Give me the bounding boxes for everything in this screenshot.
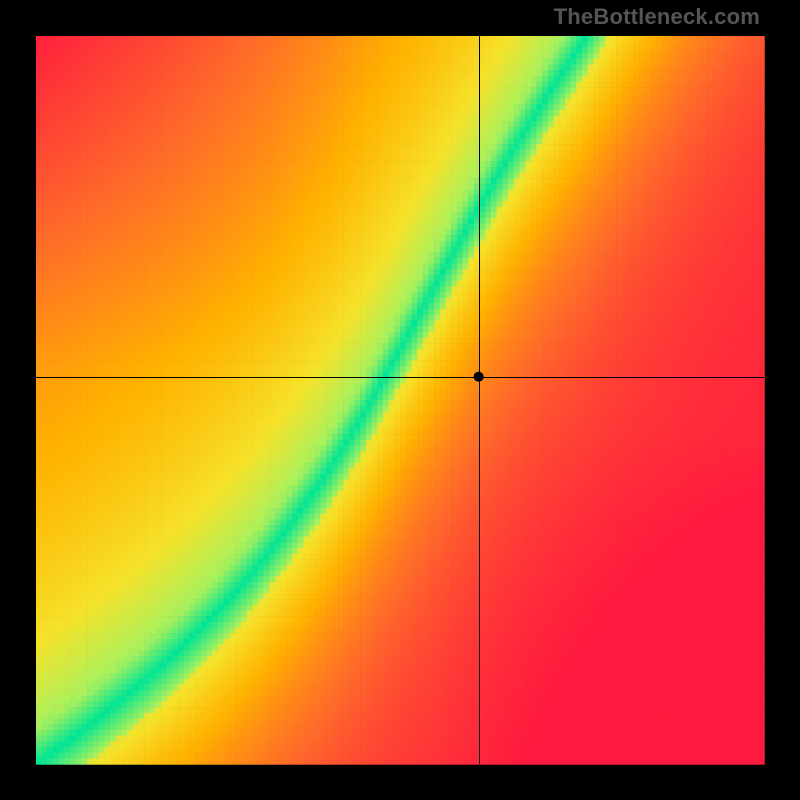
bottleneck-heatmap: [0, 0, 800, 800]
chart-container: { "watermark": { "text": "TheBottleneck.…: [0, 0, 800, 800]
